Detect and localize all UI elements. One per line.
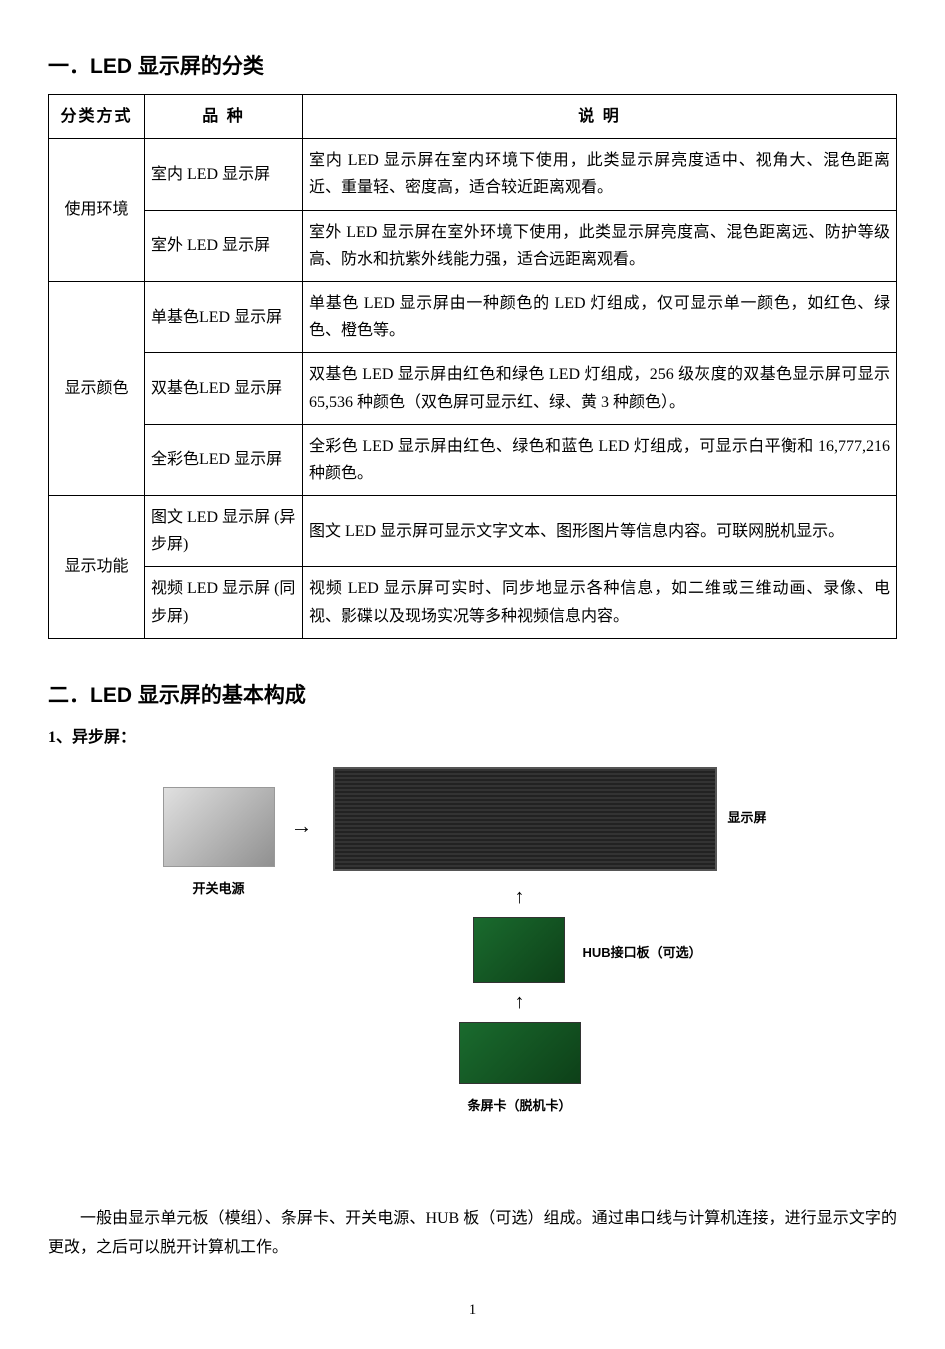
- cell-variety: 室内 LED 显示屏: [145, 139, 303, 210]
- table-row: 室外 LED 显示屏 室外 LED 显示屏在室外环境下使用，此类显示屏亮度高、混…: [49, 210, 897, 281]
- th-variety: 品 种: [145, 95, 303, 139]
- psu-caption: 开关电源: [163, 878, 275, 897]
- async-screen-diagram: 开关电源 → 显示屏 ↑ HUB接口板（可选） ↑ 条屏卡（脱机卡）: [163, 767, 783, 1187]
- cell-desc: 视频 LED 显示屏可实时、同步地显示各种信息，如二维或三维动画、录像、电视、影…: [303, 567, 897, 638]
- cell-desc: 室外 LED 显示屏在室外环境下使用，此类显示屏亮度高、混色距离远、防护等级高、…: [303, 210, 897, 281]
- hub-block: [473, 917, 565, 988]
- table-row: 视频 LED 显示屏 (同步屏) 视频 LED 显示屏可实时、同步地显示各种信息…: [49, 567, 897, 638]
- table-row: 显示功能 图文 LED 显示屏 (异步屏) 图文 LED 显示屏可显示文字文本、…: [49, 496, 897, 567]
- cell-variety: 图文 LED 显示屏 (异步屏): [145, 496, 303, 567]
- table-row: 双基色LED 显示屏 双基色 LED 显示屏由红色和绿色 LED 灯组成，256…: [49, 353, 897, 424]
- cell-variety: 单基色LED 显示屏: [145, 281, 303, 352]
- table-row: 显示颜色 单基色LED 显示屏 单基色 LED 显示屏由一种颜色的 LED 灯组…: [49, 281, 897, 352]
- controller-caption: 条屏卡（脱机卡）: [459, 1095, 581, 1114]
- led-panel-image: [333, 767, 717, 871]
- cell-desc: 单基色 LED 显示屏由一种颜色的 LED 灯组成，仅可显示单一颜色，如红色、绿…: [303, 281, 897, 352]
- section1-title: 一．LED 显示屏的分类: [48, 50, 897, 80]
- table-row: 使用环境 室内 LED 显示屏 室内 LED 显示屏在室内环境下使用，此类显示屏…: [49, 139, 897, 210]
- cell-variety: 双基色LED 显示屏: [145, 353, 303, 424]
- led-panel-label: 显示屏: [728, 807, 767, 826]
- cell-variety: 室外 LED 显示屏: [145, 210, 303, 281]
- arrow-up-icon: ↑: [515, 887, 525, 907]
- cell-variety: 视频 LED 显示屏 (同步屏): [145, 567, 303, 638]
- controller-block: 条屏卡（脱机卡）: [459, 1022, 581, 1114]
- classification-table: 分类方式 品 种 说 明 使用环境 室内 LED 显示屏 室内 LED 显示屏在…: [48, 94, 897, 639]
- th-category: 分类方式: [49, 95, 145, 139]
- arrow-up-icon: ↑: [515, 992, 525, 1012]
- section2-title: 二．LED 显示屏的基本构成: [48, 679, 897, 709]
- hub-image: [473, 917, 565, 983]
- arrow-right-icon: →: [291, 815, 313, 837]
- cell-desc: 图文 LED 显示屏可显示文字文本、图形图片等信息内容。可联网脱机显示。: [303, 496, 897, 567]
- page-number: 1: [48, 1302, 897, 1319]
- psu-image: [163, 787, 275, 867]
- cell-category: 显示颜色: [49, 281, 145, 495]
- led-panel-block: [333, 767, 717, 876]
- controller-image: [459, 1022, 581, 1084]
- table-header-row: 分类方式 品 种 说 明: [49, 95, 897, 139]
- section2-paragraph: 一般由显示单元板（模组）、条屏卡、开关电源、HUB 板（可选）组成。通过串口线与…: [48, 1205, 897, 1263]
- psu-block: 开关电源: [163, 787, 275, 897]
- cell-category: 使用环境: [49, 139, 145, 282]
- table-row: 全彩色LED 显示屏 全彩色 LED 显示屏由红色、绿色和蓝色 LED 灯组成，…: [49, 424, 897, 495]
- cell-variety: 全彩色LED 显示屏: [145, 424, 303, 495]
- th-desc: 说 明: [303, 95, 897, 139]
- cell-desc: 双基色 LED 显示屏由红色和绿色 LED 灯组成，256 级灰度的双基色显示屏…: [303, 353, 897, 424]
- cell-category: 显示功能: [49, 496, 145, 639]
- cell-desc: 室内 LED 显示屏在室内环境下使用，此类显示屏亮度适中、视角大、混色距离近、重…: [303, 139, 897, 210]
- hub-label: HUB接口板（可选）: [583, 942, 702, 961]
- cell-desc: 全彩色 LED 显示屏由红色、绿色和蓝色 LED 灯组成，可显示白平衡和 16,…: [303, 424, 897, 495]
- section2-sub1: 1、异步屏：: [48, 723, 897, 747]
